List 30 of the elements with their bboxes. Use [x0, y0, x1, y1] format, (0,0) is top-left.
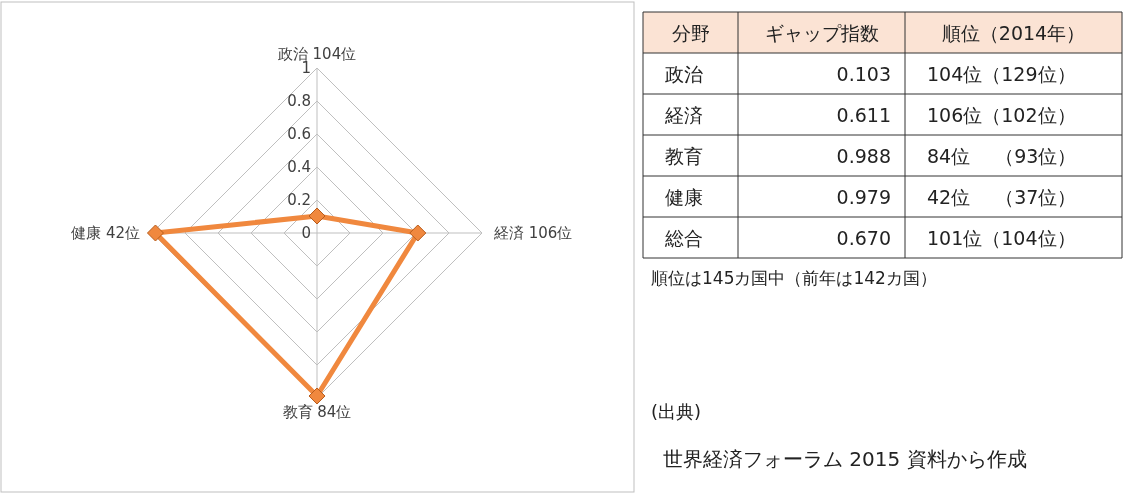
text: 0.103: [836, 63, 891, 85]
text: 84位 （93位）: [927, 145, 1077, 167]
text: 101位（104位）: [927, 227, 1076, 249]
text: 0.611: [836, 104, 891, 126]
category-label: 分野: [671, 22, 710, 44]
text: 0.988: [836, 145, 891, 167]
y-tick-label: 0.8: [287, 92, 311, 110]
text: 健康: [665, 186, 703, 208]
text: 106位（102位）: [927, 104, 1076, 126]
text: 42位 （37位）: [927, 186, 1077, 208]
y-tick-label: 0.2: [287, 191, 311, 209]
text: 0.979: [836, 186, 891, 208]
text: 順位は145カ国中（前年は142カ国）: [651, 268, 937, 288]
y-tick-label: 0: [301, 224, 311, 242]
spoke-label: 経済 106位: [493, 224, 573, 242]
y-tick-label: 0.4: [287, 158, 311, 176]
spoke-label: 政治 104位: [277, 45, 357, 63]
text: 104位（129位）: [927, 63, 1076, 85]
text: 経済: [665, 104, 703, 126]
spoke-label: 教育 84位: [282, 403, 352, 421]
text: 教育: [665, 145, 703, 167]
text: 政治: [665, 63, 703, 85]
text: (出典): [651, 401, 702, 422]
text: 0.670: [836, 227, 891, 249]
spoke-label: 健康 42位: [71, 224, 140, 242]
category-label: ギャップ指数: [764, 22, 879, 44]
category-label: 順位（2014年）: [941, 22, 1086, 44]
text: 総合: [665, 227, 703, 249]
text: 世界経済フォーラム 2015 資料から作成: [663, 447, 1027, 471]
y-tick-label: 0.6: [287, 125, 311, 143]
